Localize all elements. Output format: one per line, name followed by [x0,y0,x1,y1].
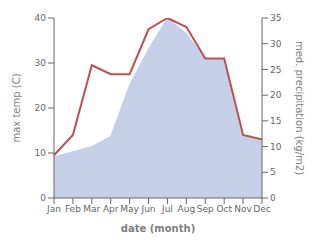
svg-text:20: 20 [270,90,282,100]
svg-text:Aug: Aug [178,204,196,214]
svg-text:5: 5 [270,167,276,177]
svg-text:date (month): date (month) [121,223,195,234]
svg-text:Oct: Oct [216,204,232,214]
svg-text:40: 40 [35,13,47,23]
svg-text:30: 30 [270,39,282,49]
svg-text:20: 20 [35,103,47,113]
svg-text:30: 30 [35,58,47,68]
svg-text:Dec: Dec [253,204,270,214]
svg-text:Apr: Apr [103,204,119,214]
svg-text:max temp (C): max temp (C) [11,73,22,142]
svg-text:25: 25 [270,65,281,75]
svg-text:Jul: Jul [161,204,173,214]
svg-text:10: 10 [270,142,282,152]
svg-text:Sep: Sep [197,204,214,214]
svg-text:Jan: Jan [46,204,61,214]
svg-text:med. precipitation (kg/m2): med. precipitation (kg/m2) [294,41,305,175]
svg-text:Nov: Nov [234,204,252,214]
svg-text:35: 35 [270,13,281,23]
svg-text:0: 0 [270,193,276,203]
svg-text:10: 10 [35,148,47,158]
svg-text:Mar: Mar [83,204,100,214]
svg-text:15: 15 [270,116,281,126]
svg-text:0: 0 [40,193,46,203]
svg-text:Feb: Feb [65,204,81,214]
svg-text:May: May [120,204,139,214]
svg-text:Jun: Jun [141,204,156,214]
